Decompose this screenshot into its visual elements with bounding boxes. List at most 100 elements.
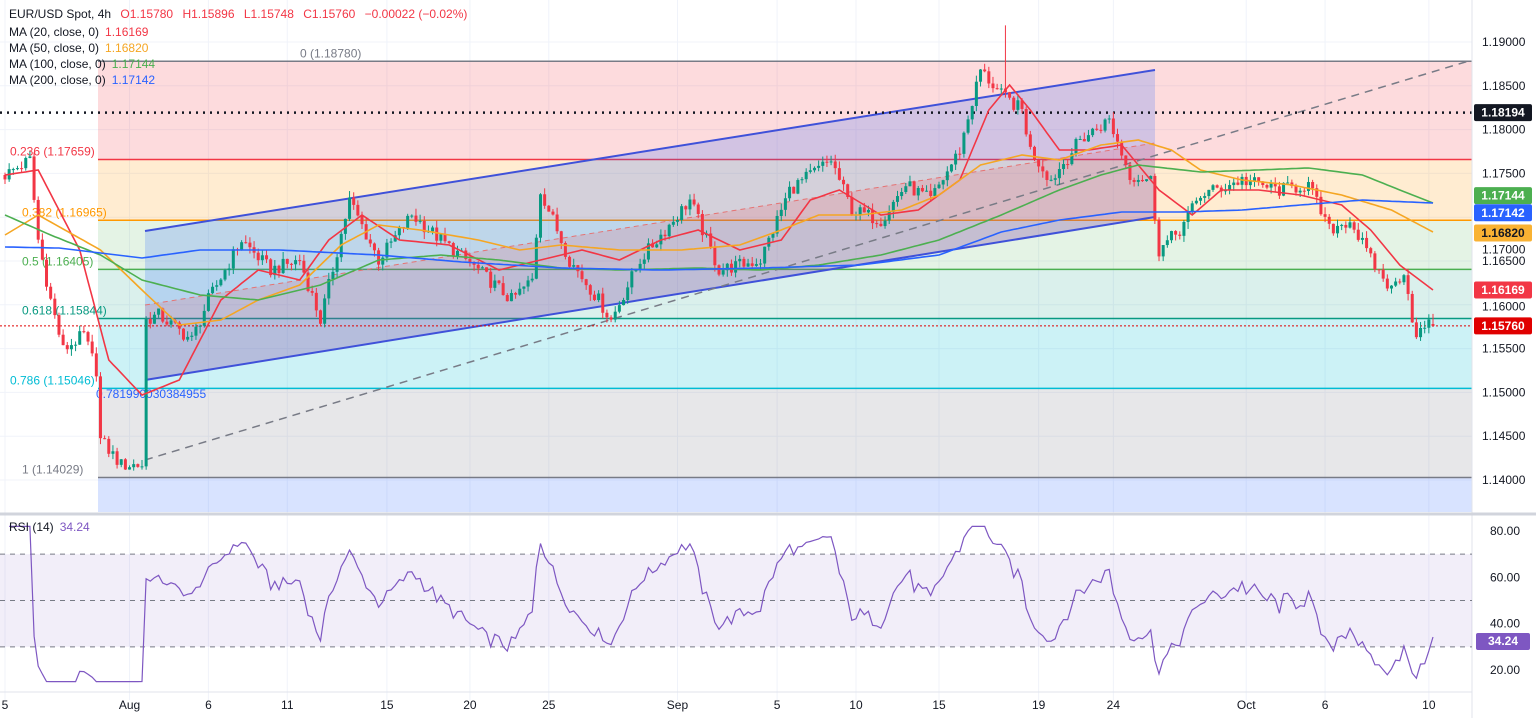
candle-body — [294, 260, 298, 265]
candle — [630, 267, 634, 295]
candle — [1323, 207, 1327, 223]
candle-body — [472, 262, 476, 265]
candle-body — [966, 119, 970, 133]
candle-body — [651, 243, 655, 248]
candle — [98, 372, 102, 445]
candle — [788, 181, 792, 202]
candle — [489, 267, 493, 294]
candle — [431, 225, 435, 235]
candle — [94, 347, 98, 382]
candle-body — [1389, 285, 1393, 289]
candle-body — [190, 335, 194, 337]
candle-body — [1008, 92, 1012, 98]
candle — [78, 325, 82, 345]
candle-body — [1431, 324, 1435, 326]
candle-body — [1116, 134, 1120, 142]
candle-body — [281, 258, 285, 274]
candle — [53, 293, 57, 319]
candle-body — [74, 344, 78, 346]
candle — [1423, 320, 1427, 334]
candle-body — [1049, 179, 1053, 181]
candle — [273, 259, 277, 280]
candle-body — [451, 243, 455, 257]
candle — [522, 286, 526, 295]
candle-body — [800, 179, 804, 181]
candle-body — [700, 213, 704, 236]
rsi-legend[interactable]: RSI (14) 34.24 — [9, 520, 96, 534]
price-badge-label: 1.15760 — [1481, 319, 1525, 333]
candle-body — [107, 438, 111, 454]
candle — [49, 282, 53, 301]
candle-body — [90, 341, 94, 354]
candle-body — [642, 259, 646, 264]
candle-body — [1319, 196, 1323, 215]
candle — [945, 166, 949, 187]
candle — [1410, 290, 1414, 323]
candle-body — [792, 186, 796, 194]
candle — [642, 253, 646, 271]
candle-body — [464, 250, 468, 259]
candle-body — [812, 167, 816, 171]
candle-body — [69, 345, 73, 350]
candle — [86, 330, 90, 346]
candle-body — [908, 181, 912, 187]
candle-body — [15, 168, 19, 170]
candle-body — [140, 466, 144, 468]
ohlc-open: O1.15780 — [120, 7, 174, 21]
candle-body — [1062, 164, 1066, 170]
ma100-label: MA (100, close, 0) — [9, 57, 106, 71]
candle-body — [1024, 108, 1028, 135]
candle-body — [397, 227, 401, 236]
candle — [480, 265, 484, 269]
candle — [912, 180, 916, 196]
candle — [302, 254, 306, 274]
candle — [808, 163, 812, 174]
candle-body — [211, 286, 215, 294]
candle-body — [1394, 281, 1398, 286]
price-tick-label: 1.17000 — [1482, 242, 1526, 256]
price-badge-label: 1.17144 — [1481, 189, 1525, 203]
ma100-legend[interactable]: MA (100, close, 0) 1.17144 — [9, 57, 161, 71]
candle — [65, 341, 69, 354]
candle — [343, 218, 347, 240]
candle-body — [526, 280, 530, 287]
parallel-channel-fill — [145, 70, 1155, 380]
candle — [754, 258, 758, 267]
candle — [825, 155, 829, 167]
candle-body — [1078, 139, 1082, 141]
candle — [119, 459, 123, 468]
candle-body — [115, 451, 119, 465]
candle — [1394, 277, 1398, 287]
candle-body — [1190, 203, 1194, 212]
candle-body — [1215, 185, 1219, 188]
candle-body — [28, 156, 32, 158]
candle — [1111, 112, 1115, 138]
candle — [974, 75, 978, 112]
candle-body — [1082, 139, 1086, 142]
candle — [584, 278, 588, 290]
candle — [103, 435, 107, 440]
candle-body — [1120, 141, 1124, 156]
ma50-legend[interactable]: MA (50, close, 0) 1.16820 — [9, 41, 154, 55]
candle-body — [1286, 182, 1290, 184]
candle-body — [24, 157, 28, 169]
candle — [539, 193, 542, 243]
candle — [559, 230, 563, 250]
candle-body — [609, 317, 613, 320]
candle-body — [103, 438, 107, 440]
time-tick-label: 15 — [932, 698, 946, 712]
candle-body — [738, 258, 742, 262]
price-badge-bg — [1474, 187, 1532, 205]
candle-body — [418, 220, 422, 222]
candle-body — [559, 231, 563, 244]
candle-body — [1331, 223, 1335, 234]
candle-body — [667, 224, 671, 237]
candle-body — [655, 244, 659, 248]
ma200-legend[interactable]: MA (200, close, 0) 1.17142 — [9, 73, 161, 87]
candle — [1082, 132, 1086, 142]
candle-body — [987, 71, 991, 84]
ma20-legend[interactable]: MA (20, close, 0) 1.16169 — [9, 25, 154, 39]
price-tick-label: 1.19000 — [1482, 35, 1526, 49]
price-tick-label: 1.15500 — [1482, 342, 1526, 356]
